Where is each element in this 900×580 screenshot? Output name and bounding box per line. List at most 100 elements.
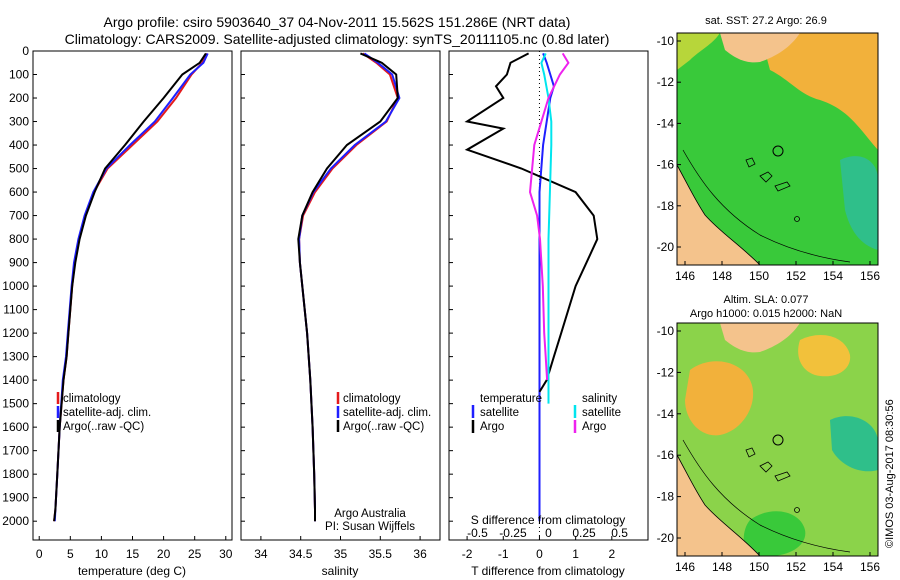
sla-low-anomaly (830, 416, 878, 472)
sla-argo-position-marker (772, 434, 784, 446)
map-lat-label: -18 (657, 199, 675, 213)
y-tick-label: 500 (9, 162, 29, 176)
x-tick-label: 0 (36, 547, 43, 561)
salinity-axis-ticks: 34 34.5 35 35.5 36 (254, 536, 427, 561)
x-tick-label: 10 (95, 547, 109, 561)
legend-label-satellite: satellite-adj. clim. (63, 407, 151, 419)
sst-coastline (676, 164, 761, 266)
map-lon-label: 150 (749, 269, 769, 283)
sla-map-title-2: Argo h1000: 0.015 h2000: NaN (690, 308, 842, 320)
map-lat-label: -20 (657, 531, 675, 545)
y-tick-label: 1300 (2, 350, 29, 364)
sst-argo-position-marker (772, 145, 784, 157)
map-lon-label: 152 (786, 560, 806, 574)
y-tick-label: 600 (9, 185, 29, 199)
map-lat-label: -18 (657, 490, 675, 504)
top-x-tick-label: 0 (545, 526, 552, 540)
figure-title-line2: Climatology: CARS2009. Satellite-adjuste… (65, 31, 610, 47)
temperature-axis-ticks: 0 5 10 15 20 25 30 (36, 536, 233, 561)
legend-label-satellite: satellite-adj. clim. (343, 407, 431, 419)
top-x-tick-label: -0.5 (467, 526, 488, 540)
map-lon-label: 156 (860, 560, 880, 574)
x-tick-label: 35 (334, 547, 348, 561)
sst-bathymetry-contour (682, 149, 851, 263)
salinity-xlabel: salinity (322, 564, 359, 578)
map-axis-ticks: 146 148 150 152 154 156 -10 -12 -14 -16 -18 -20 146 1… (657, 34, 881, 574)
y-tick-label: 1100 (3, 303, 29, 317)
legend-label-climatology: climatology (343, 393, 401, 405)
y-tick-label: 100 (9, 68, 29, 82)
difference-plot-frame (448, 50, 649, 541)
sst-map-frame (676, 32, 879, 266)
sla-reef-outlines (745, 447, 791, 482)
sla-map-title-1: Altim. SLA: 0.077 (724, 294, 809, 306)
sla-high-anomaly (685, 361, 754, 436)
x-tick-label: 34.5 (289, 547, 313, 561)
map-lat-label: -14 (657, 407, 675, 421)
credit-org: Argo Australia (334, 508, 406, 520)
map-lat-label: -16 (657, 158, 675, 172)
credit-pi: PI: Susan Wijffels (325, 521, 415, 533)
figure-title-line1: Argo profile: csiro 5903640_37 04-Nov-20… (104, 14, 571, 30)
series-line-satellite (53, 52, 209, 522)
y-tick-label: 300 (9, 115, 29, 129)
y-tick-label: 0 (22, 44, 29, 58)
series-line-argo (464, 52, 599, 393)
map-lon-label: 156 (860, 269, 880, 283)
y-tick-label: 1000 (2, 279, 29, 293)
sla-green-region (743, 511, 806, 556)
salinity-plot-frame (240, 50, 441, 541)
sst-land-north (720, 33, 800, 63)
x-tick-label: 15 (126, 547, 140, 561)
top-x-tick-label: -0.25 (499, 526, 527, 540)
top-x-tick-label: 0.25 (572, 526, 596, 540)
diff-legend-temp-satellite: satellite (480, 407, 519, 419)
map-lat-label: -12 (657, 365, 675, 379)
x-tick-label: -2 (462, 547, 473, 561)
x-tick-label: 36 (413, 547, 427, 561)
sst-reef-outlines (745, 157, 791, 192)
difference-xlabel: T difference from climatology (471, 564, 625, 578)
series-line-argo (297, 52, 399, 522)
imos-watermark: ©IMOS 03-Aug-2017 08:30:56 (884, 399, 896, 548)
map-lat-label: -10 (657, 34, 675, 48)
diff-legend-salinity: salinity (582, 393, 617, 405)
sst-map (676, 32, 879, 266)
map-lon-label: 154 (823, 269, 843, 283)
sst-yellow-region (677, 33, 720, 70)
diff-legend-temp-argo: Argo (480, 421, 504, 433)
sla-high-anomaly-2 (798, 335, 851, 377)
y-tick-label: 800 (9, 232, 29, 246)
y-tick-label: 1900 (2, 491, 29, 505)
map-lat-label: -12 (657, 75, 675, 89)
temperature-legend: climatology satellite-adj. clim. Argo(..… (56, 392, 151, 433)
map-lat-label: -20 (657, 240, 675, 254)
sst-land-australia (677, 165, 760, 265)
y-tick-label: 1600 (2, 420, 29, 434)
temperature-xlabel: temperature (deg C) (78, 564, 186, 578)
sla-station-marker (794, 507, 800, 513)
salinity-legend: climatology satellite-adj. clim. Argo(..… (336, 392, 431, 433)
map-lat-label: -10 (657, 324, 675, 338)
x-tick-label: 5 (67, 547, 74, 561)
series-line-salinity_satellite (540, 52, 553, 404)
sst-warm-region (760, 33, 878, 150)
y-tick-label: 1500 (2, 397, 29, 411)
map-lon-label: 150 (749, 560, 769, 574)
series-line-argo (53, 52, 207, 522)
sst-cool-region (840, 156, 878, 250)
series-line-salinity_argo (528, 52, 570, 381)
profile-series-layer (53, 52, 599, 522)
map-lon-label: 154 (823, 560, 843, 574)
x-tick-label: 20 (157, 547, 171, 561)
sla-bathymetry-contour (682, 439, 851, 553)
map-lat-label: -14 (657, 116, 675, 130)
x-tick-label: 2 (608, 547, 615, 561)
map-lon-label: 146 (675, 269, 695, 283)
pressure-axis-ticks: 0 100 200 300 400 500 600 700 800 900 1000 1100 1200… (2, 44, 453, 528)
legend-label-argo: Argo(..raw -QC) (343, 421, 424, 433)
y-tick-label: 1200 (2, 326, 29, 340)
y-tick-label: 1400 (2, 373, 29, 387)
map-lon-label: 152 (786, 269, 806, 283)
